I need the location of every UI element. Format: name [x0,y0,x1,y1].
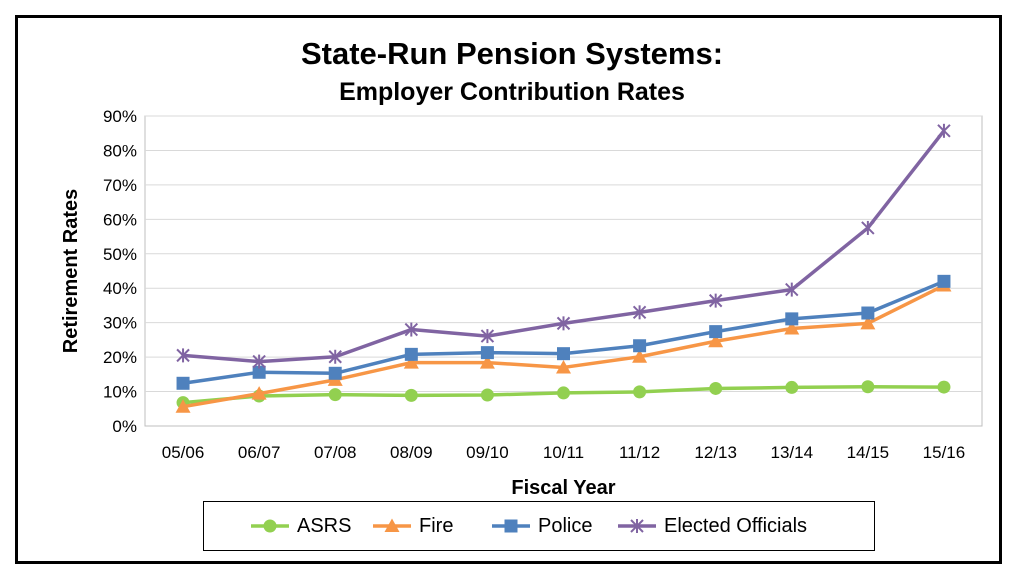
legend-item: Elected Officials [616,502,807,550]
y-tick-label: 20% [103,348,137,367]
data-point [175,399,191,413]
data-point [708,333,724,348]
data-point [632,349,648,363]
y-axis-title: Retirement Rates [60,189,82,354]
data-point [404,388,418,402]
x-tick-label: 07/08 [314,443,357,462]
data-point [937,380,951,394]
data-point [328,349,342,364]
chart-legend: ASRS Fire Police Elected Officials [203,501,875,551]
x-tick-label: 08/09 [390,443,433,462]
x-tick-label: 14/15 [847,443,890,462]
data-point [709,381,723,395]
legend-marker [384,518,400,532]
legend-item: Fire [371,502,453,550]
data-point [251,386,267,400]
x-tick-label: 13/14 [770,443,813,462]
data-point [328,366,342,380]
data-point [785,380,799,394]
data-point [556,316,571,331]
data-point [252,365,266,379]
data-point [709,325,723,339]
x-tick-label: 06/07 [238,443,281,462]
data-point [785,282,799,297]
data-point [328,388,342,402]
data-point [176,376,190,390]
data-point [404,322,419,337]
x-tick-label: 10/11 [543,443,584,462]
data-point [860,315,876,330]
data-point [176,348,190,363]
data-point [557,386,570,400]
legend-swatch [373,518,411,532]
x-tick-label: 05/06 [162,443,205,462]
data-point [480,388,494,402]
legend-marker [504,519,518,533]
data-point [479,355,495,369]
x-tick-label: 12/13 [694,443,737,462]
x-tick-label: 15/16 [923,443,966,462]
y-tick-label: 30% [103,314,137,333]
data-point [861,380,875,394]
data-point [861,306,875,320]
y-tick-label: 80% [103,141,137,160]
data-point [557,347,570,361]
y-tick-label: 90% [103,107,137,126]
data-point [633,385,647,399]
data-point [861,220,875,235]
y-tick-label: 40% [103,279,137,298]
legend-item: ASRS [249,502,351,550]
data-point [784,321,800,335]
x-tick-label: 09/10 [466,443,509,462]
legend-marker [630,519,644,533]
data-point [785,312,799,326]
legend-item: Police [490,502,592,550]
y-tick-label: 70% [103,176,137,195]
plot-area [144,115,983,427]
legend-marker [263,519,277,533]
data-point [556,359,571,374]
data-point [633,339,647,353]
y-tick-label: 50% [103,245,137,264]
x-axis-title: Fiscal Year [511,477,615,499]
data-point [480,329,495,344]
data-point [404,347,418,361]
y-tick-label: 10% [103,383,137,402]
chart-frame [15,15,1002,564]
data-point [937,274,951,288]
legend-label: Elected Officials [664,514,808,537]
data-point [632,305,647,320]
data-point [480,346,494,360]
y-tick-label: 0% [112,417,137,436]
legend-swatch [618,519,656,533]
chart-subtitle: Employer Contribution Rates [339,78,685,106]
data-point [252,354,266,369]
data-point [403,355,419,369]
x-tick-label: 11/12 [619,443,660,462]
legend-swatch [492,519,530,533]
y-tick-label: 60% [103,210,137,229]
legend-label: ASRS [297,514,352,537]
legend-label: Police [538,514,593,537]
data-point [937,123,951,138]
data-point [708,293,723,308]
legend-label: Fire [419,514,454,537]
legend-swatch [251,519,289,533]
chart-title: State-Run Pension Systems: [300,36,724,71]
